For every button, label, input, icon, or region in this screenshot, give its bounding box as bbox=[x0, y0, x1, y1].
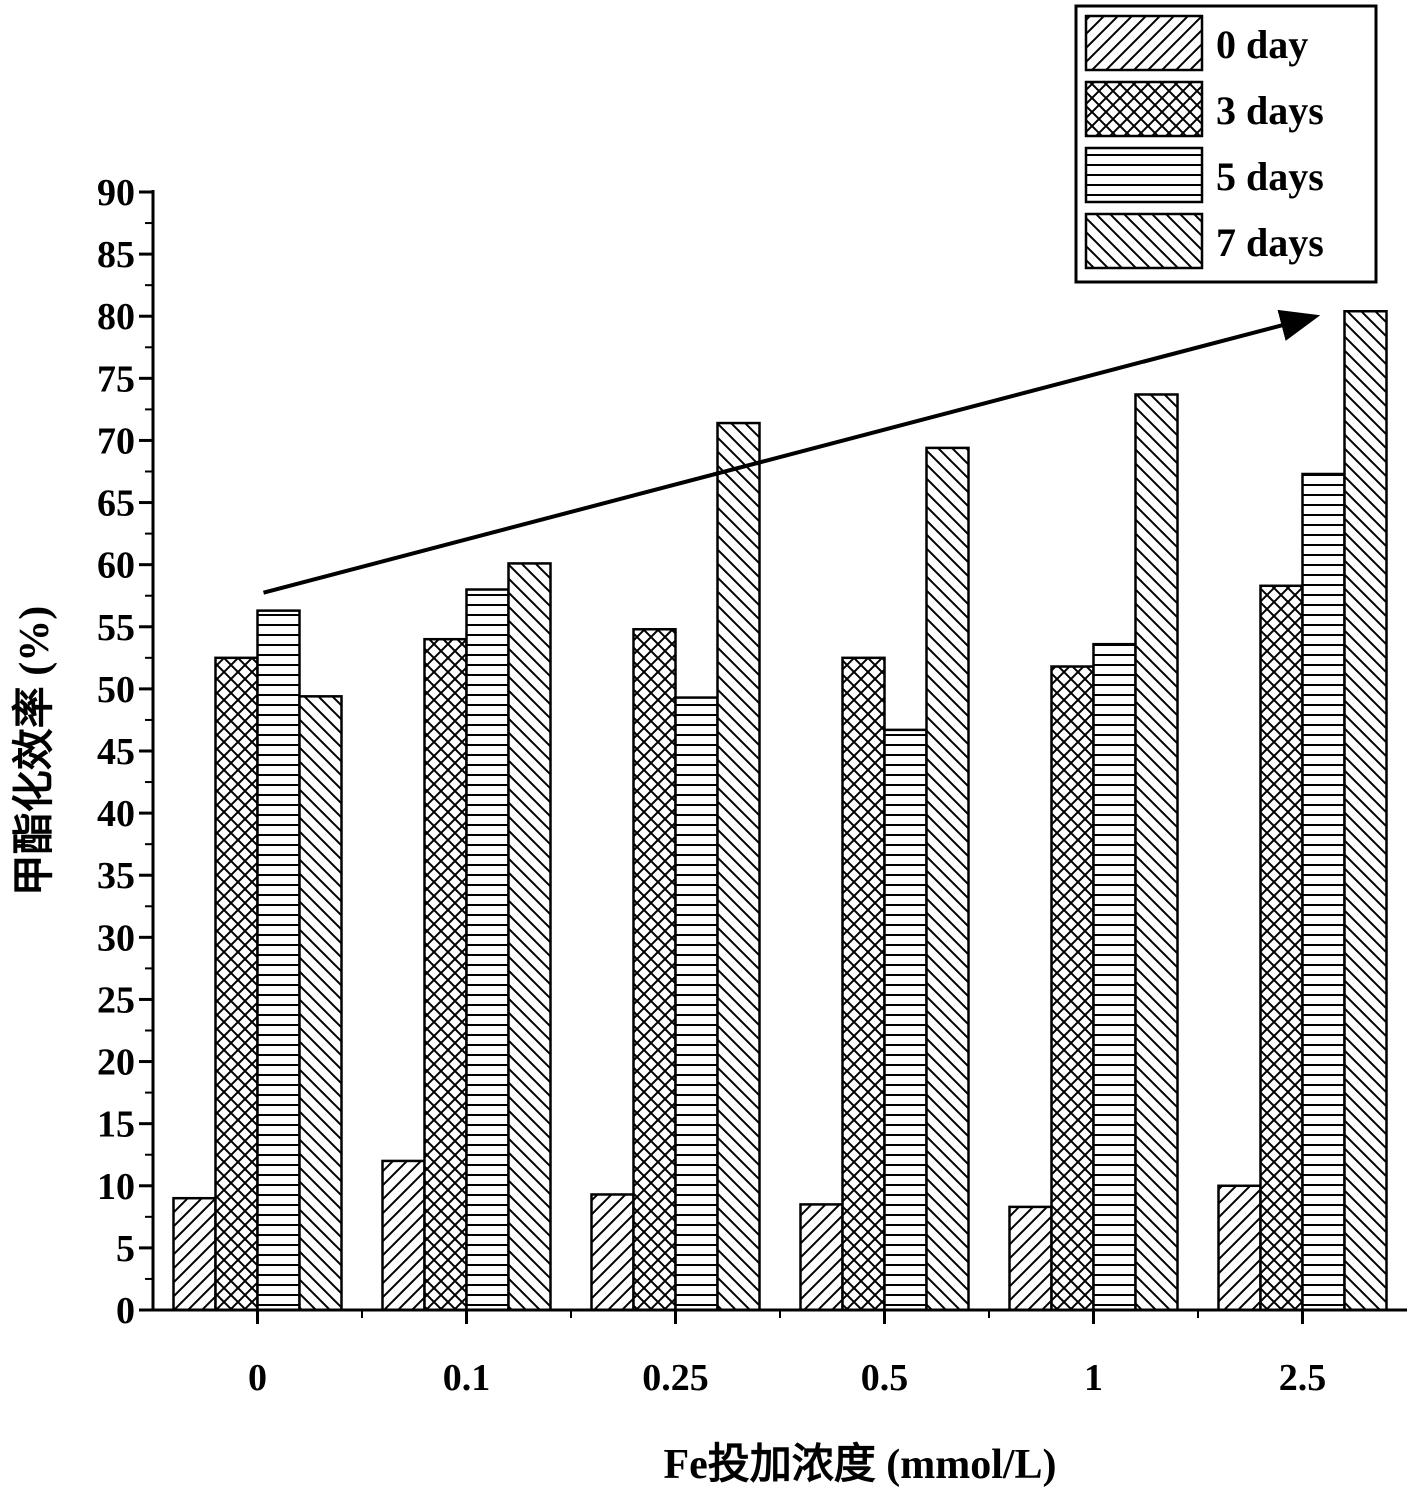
y-tick-label: 55 bbox=[97, 607, 135, 649]
bar-0-day-0 bbox=[172, 1196, 217, 1312]
y-tick-label: 80 bbox=[97, 296, 135, 338]
bar-7-days-0.5 bbox=[925, 446, 970, 1312]
y-tick-label: 85 bbox=[97, 234, 135, 276]
y-tick-label: 10 bbox=[97, 1166, 135, 1208]
legend-label: 7 days bbox=[1216, 220, 1324, 265]
bar-3-days-0 bbox=[214, 656, 259, 1312]
bar-5-days-1 bbox=[1092, 642, 1137, 1312]
y-tick-label: 75 bbox=[97, 358, 135, 400]
bar-0-day-0.1 bbox=[381, 1159, 426, 1312]
y-tick-label: 70 bbox=[97, 420, 135, 462]
bar-3-days-0.5 bbox=[841, 656, 886, 1312]
bar-7-days-2.5 bbox=[1343, 310, 1388, 1312]
bar-7-days-0.25 bbox=[716, 421, 761, 1312]
legend-label: 0 day bbox=[1216, 22, 1308, 67]
y-tick-label: 35 bbox=[97, 855, 135, 897]
bar-5-days-2.5 bbox=[1301, 472, 1346, 1312]
bar-7-days-1 bbox=[1134, 393, 1179, 1312]
axes-layer: 0 5 10 15 20 25 30 35 40 45 50 55 60 65 70 75 80 85 90 0 0.1… bbox=[11, 172, 1407, 1488]
legend-swatch-5-days bbox=[1084, 146, 1204, 204]
bars-layer bbox=[172, 310, 1388, 1312]
legend: 0 day 3 days 5 days 7 days bbox=[1074, 4, 1378, 284]
y-axis-title: 甲酯化效率 (%) bbox=[11, 606, 58, 896]
x-tick-label: 0.5 bbox=[861, 1357, 909, 1399]
y-tick-label: 15 bbox=[97, 1104, 135, 1146]
bar-5-days-0.25 bbox=[674, 696, 719, 1312]
x-axis-title: Fe投加浓度 (mmol/L) bbox=[663, 1441, 1056, 1488]
legend-swatch-0-day bbox=[1084, 14, 1204, 72]
y-tick-label: 40 bbox=[97, 793, 135, 835]
bar-5-days-0.5 bbox=[883, 728, 928, 1312]
y-tick-label: 65 bbox=[97, 483, 135, 525]
y-tick-label: 25 bbox=[97, 979, 135, 1021]
legend-label: 3 days bbox=[1216, 88, 1324, 133]
y-tick-label: 5 bbox=[116, 1228, 135, 1270]
y-tick-label: 0 bbox=[116, 1290, 135, 1332]
bar-0-day-2.5 bbox=[1217, 1184, 1262, 1312]
bar-3-days-2.5 bbox=[1259, 584, 1304, 1312]
x-tick-label: 0.1 bbox=[443, 1357, 491, 1399]
bar-3-days-1 bbox=[1050, 665, 1095, 1312]
legend-swatch-7-days bbox=[1084, 212, 1204, 270]
y-tick-label: 30 bbox=[97, 917, 135, 959]
x-tick-label: 1 bbox=[1084, 1357, 1103, 1399]
bar-0-day-1 bbox=[1008, 1205, 1053, 1312]
y-tick-label: 45 bbox=[97, 731, 135, 773]
legend-swatch-3-days bbox=[1084, 80, 1204, 138]
bar-0-day-0.25 bbox=[590, 1193, 635, 1312]
x-tick-label: 0.25 bbox=[642, 1357, 709, 1399]
legend-label: 5 days bbox=[1216, 154, 1324, 199]
bar-0-day-0.5 bbox=[799, 1203, 844, 1312]
bar-7-days-0 bbox=[298, 695, 343, 1312]
y-tick-label: 60 bbox=[97, 545, 135, 587]
bar-5-days-0 bbox=[256, 609, 301, 1312]
bar-3-days-0.1 bbox=[423, 637, 468, 1312]
bar-3-days-0.25 bbox=[632, 628, 677, 1312]
trend-arrow-line bbox=[262, 309, 1321, 595]
x-tick-label: 2.5 bbox=[1279, 1357, 1327, 1399]
y-tick-label: 20 bbox=[97, 1042, 135, 1084]
bar-5-days-0.1 bbox=[465, 588, 510, 1312]
y-tick-label: 50 bbox=[97, 669, 135, 711]
trend-arrow bbox=[262, 309, 1321, 595]
y-tick-label: 90 bbox=[97, 172, 135, 214]
bar-7-days-0.1 bbox=[507, 562, 552, 1312]
x-tick-label: 0 bbox=[248, 1357, 267, 1399]
